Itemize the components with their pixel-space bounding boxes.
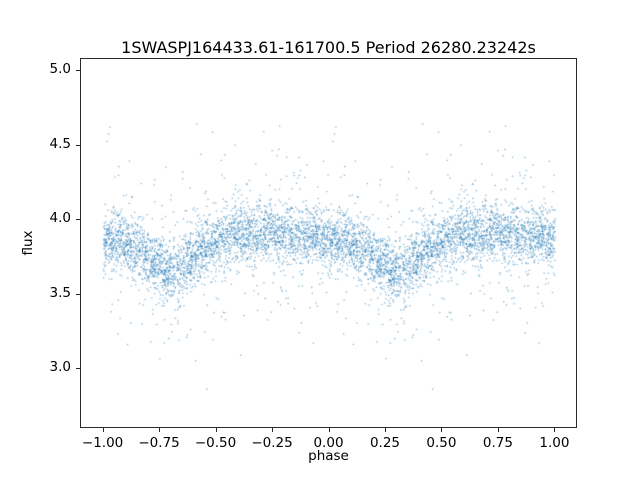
x-tick-label: 0.75 bbox=[482, 435, 513, 451]
y-tick-mark bbox=[76, 69, 80, 71]
x-tick-label: 0.00 bbox=[313, 435, 344, 451]
x-tick-label: 1.00 bbox=[539, 435, 570, 451]
x-tick-label: −0.25 bbox=[251, 435, 293, 451]
y-tick-mark bbox=[76, 368, 80, 370]
x-tick-mark bbox=[554, 428, 556, 432]
plot-area bbox=[80, 58, 577, 428]
x-tick-mark bbox=[328, 428, 330, 432]
y-axis-label: flux bbox=[20, 230, 36, 256]
x-tick-mark bbox=[215, 428, 217, 432]
scatter-points-canvas bbox=[81, 59, 576, 427]
y-tick-mark bbox=[76, 219, 80, 221]
x-tick-mark bbox=[497, 428, 499, 432]
y-tick-label: 3.0 bbox=[49, 359, 71, 376]
x-tick-mark bbox=[102, 428, 104, 432]
x-tick-mark bbox=[441, 428, 443, 432]
x-tick-mark bbox=[272, 428, 274, 432]
x-tick-label: −0.50 bbox=[194, 435, 237, 451]
x-tick-mark bbox=[159, 428, 161, 432]
x-tick-mark bbox=[384, 428, 386, 432]
x-tick-label: −1.00 bbox=[81, 435, 124, 451]
x-tick-label: −0.75 bbox=[138, 435, 180, 451]
y-tick-mark bbox=[76, 144, 80, 146]
x-axis-label: phase bbox=[308, 448, 349, 464]
y-tick-label: 4.0 bbox=[49, 210, 71, 227]
y-tick-label: 4.5 bbox=[49, 135, 71, 152]
x-tick-label: 0.25 bbox=[369, 435, 400, 451]
y-tick-label: 3.5 bbox=[49, 284, 71, 301]
y-tick-label: 5.0 bbox=[49, 60, 71, 77]
chart-title: 1SWASPJ164433.61-161700.5 Period 26280.2… bbox=[121, 38, 536, 57]
x-tick-label: 0.50 bbox=[426, 435, 457, 451]
y-tick-mark bbox=[76, 293, 80, 295]
